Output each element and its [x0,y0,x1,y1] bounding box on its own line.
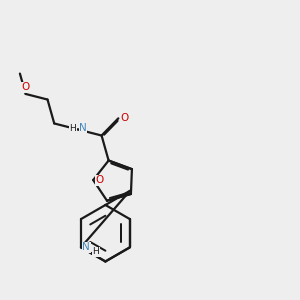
Text: H: H [92,247,99,256]
Text: H: H [70,124,76,133]
Text: N: N [79,123,87,133]
Text: O: O [22,82,30,92]
Text: N: N [82,242,90,252]
Text: O: O [96,175,104,185]
Text: O: O [121,113,129,123]
